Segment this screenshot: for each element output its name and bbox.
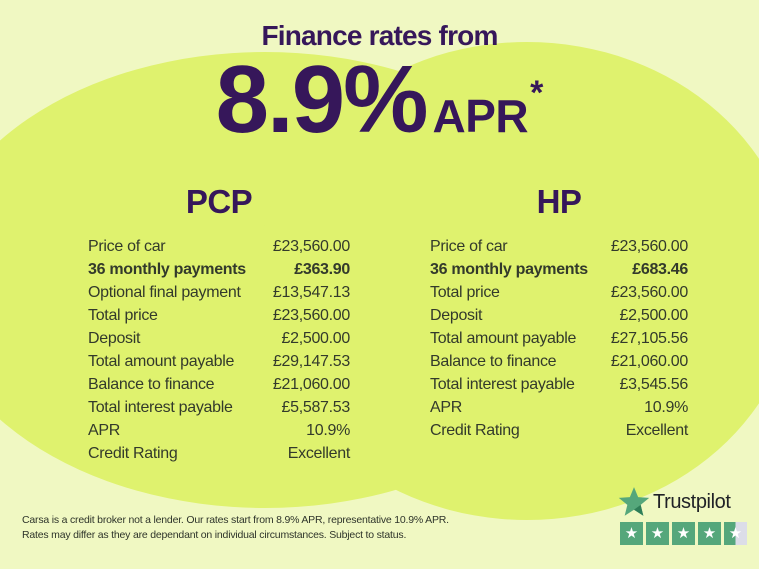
table-row: Optional final payment £13,547.13	[88, 281, 350, 304]
star-glyph: ★	[676, 525, 691, 542]
table-row: Balance to finance £21,060.00	[88, 373, 350, 396]
table-row: Balance to finance £21,060.00	[430, 350, 688, 373]
trustpilot-wordmark: Trustpilot	[653, 490, 731, 513]
background-circle-right	[257, 42, 759, 520]
row-value: £23,560.00	[272, 307, 350, 324]
trustpilot-badge[interactable]: Trustpilot ★ ★ ★ ★ ★	[618, 486, 754, 545]
table-row: Total price £23,560.00	[88, 304, 350, 327]
rating-star-icon: ★	[646, 522, 669, 545]
rate-asterisk: *	[530, 74, 544, 112]
row-label: APR	[430, 399, 462, 416]
legal-disclaimer: Carsa is a credit broker not a lender. O…	[22, 513, 492, 542]
rating-star-icon: ★	[672, 522, 695, 545]
rate-suffix: APR	[432, 90, 529, 142]
row-value: Excellent	[625, 422, 689, 439]
row-label: Deposit	[88, 330, 141, 347]
row-value: £683.46	[632, 261, 688, 278]
star-glyph: ★	[728, 525, 743, 542]
rating-star-icon: ★	[698, 522, 721, 545]
row-value: 10.9%	[306, 422, 350, 439]
page-title: Finance rates from	[261, 20, 498, 51]
row-value: £29,147.53	[272, 353, 350, 370]
row-label: Price of car	[88, 238, 166, 255]
table-row: APR 10.9%	[88, 419, 350, 442]
row-value: £3,545.56	[619, 376, 689, 393]
trustpilot-rating-stars: ★ ★ ★ ★ ★	[620, 522, 754, 545]
row-label: Deposit	[430, 307, 483, 324]
star-glyph: ★	[624, 525, 639, 542]
table-row: Credit Rating Excellent	[430, 419, 688, 442]
row-label: Total price	[430, 284, 500, 301]
table-row: Total amount payable £29,147.53	[88, 350, 350, 373]
headline-rate: 8.9% APR *	[0, 46, 759, 153]
row-label: Total interest payable	[430, 376, 575, 393]
row-value: £23,560.00	[610, 238, 688, 255]
hp-finance-table: HP Price of car £23,560.00 36 monthly pa…	[430, 183, 688, 442]
rating-star-icon: ★	[620, 522, 643, 545]
table-row: Total amount payable £27,105.56	[430, 327, 688, 350]
disclaimer-line-1: Carsa is a credit broker not a lender. O…	[22, 514, 449, 526]
table-row: Total price £23,560.00	[430, 281, 688, 304]
row-value: 10.9%	[644, 399, 688, 416]
table-row: Total interest payable £3,545.56	[430, 373, 688, 396]
hp-heading: HP	[536, 183, 582, 220]
row-value: £363.90	[294, 261, 350, 278]
table-row: Credit Rating Excellent	[88, 442, 350, 465]
row-value: £23,560.00	[610, 284, 688, 301]
rating-star-half-icon: ★	[724, 522, 747, 545]
row-value: £21,060.00	[272, 376, 350, 393]
row-label: Total price	[88, 307, 158, 324]
row-label: Credit Rating	[88, 445, 178, 462]
star-glyph: ★	[702, 525, 717, 542]
row-label: Price of car	[430, 238, 508, 255]
table-row: 36 monthly payments £683.46	[430, 258, 688, 281]
row-value: £2,500.00	[619, 307, 689, 324]
row-value: £21,060.00	[610, 353, 688, 370]
table-row: Deposit £2,500.00	[430, 304, 688, 327]
row-label: Balance to finance	[430, 353, 557, 370]
row-value: £2,500.00	[281, 330, 351, 347]
rate-value: 8.9%	[215, 46, 429, 153]
row-label: 36 monthly payments	[88, 261, 246, 278]
row-label: Total amount payable	[88, 353, 235, 370]
pcp-heading: PCP	[185, 183, 253, 220]
trustpilot-logo: Trustpilot	[618, 486, 754, 518]
row-label: Total interest payable	[88, 399, 233, 416]
table-row: Total interest payable £5,587.53	[88, 396, 350, 419]
row-label: Balance to finance	[88, 376, 215, 393]
row-label: APR	[88, 422, 120, 439]
pcp-finance-table: PCP Price of car £23,560.00 36 monthly p…	[88, 183, 350, 465]
row-label: Optional final payment	[88, 284, 241, 301]
row-value: £5,587.53	[281, 399, 351, 416]
disclaimer-line-2: Rates may differ as they are dependant o…	[22, 528, 407, 541]
table-row: 36 monthly payments £363.90	[88, 258, 350, 281]
table-row: Price of car £23,560.00	[430, 235, 688, 258]
row-label: Total amount payable	[430, 330, 577, 347]
trustpilot-star-icon	[618, 487, 650, 516]
star-glyph: ★	[650, 525, 665, 542]
table-row: APR 10.9%	[430, 396, 688, 419]
table-row: Deposit £2,500.00	[88, 327, 350, 350]
row-value: £23,560.00	[272, 238, 350, 255]
table-row: Price of car £23,560.00	[88, 235, 350, 258]
row-value: £27,105.56	[610, 330, 688, 347]
row-label: 36 monthly payments	[430, 261, 588, 278]
row-value: Excellent	[287, 445, 351, 462]
row-value: £13,547.13	[272, 284, 350, 301]
row-label: Credit Rating	[430, 422, 520, 439]
